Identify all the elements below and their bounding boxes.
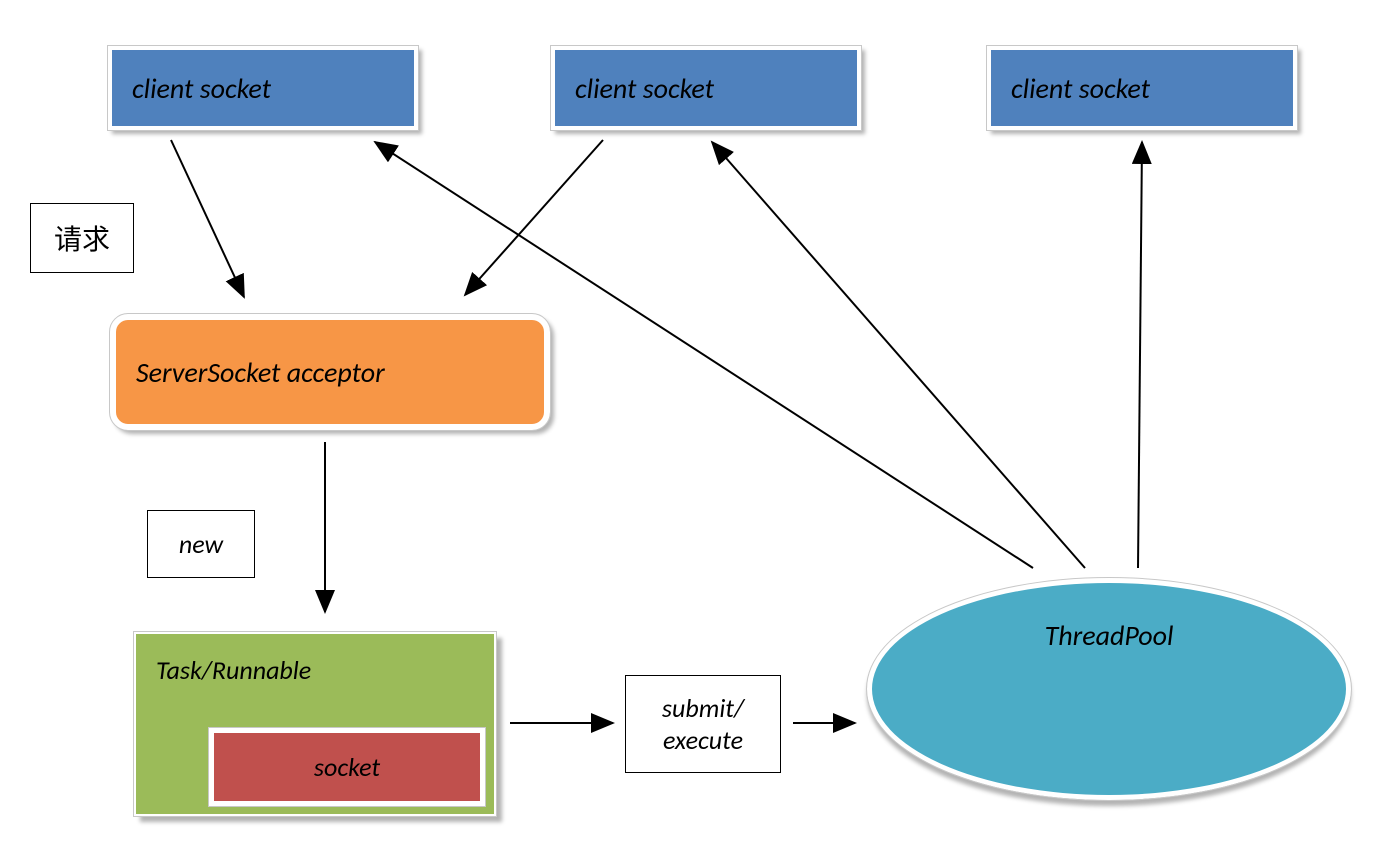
threadpool: ThreadPool xyxy=(867,578,1351,800)
threadpool-label: ThreadPool xyxy=(1045,618,1174,653)
server-acceptor-label: ServerSocket acceptor xyxy=(136,355,385,390)
socket-box: socket xyxy=(209,728,485,806)
client-socket-2: client socket xyxy=(551,46,861,130)
client-socket-3: client socket xyxy=(987,46,1297,130)
client-socket-1: client socket xyxy=(108,46,418,130)
socket-label: socket xyxy=(314,751,380,783)
client-socket-1-label: client socket xyxy=(132,71,271,106)
new-label: new xyxy=(179,528,223,560)
request-label: 请求 xyxy=(54,218,110,258)
server-acceptor: ServerSocket acceptor xyxy=(110,314,550,430)
submit-label: submit/ execute xyxy=(662,692,744,756)
client-socket-2-label: client socket xyxy=(575,71,714,106)
client-socket-3-label: client socket xyxy=(1011,71,1150,106)
submit-label-box: submit/ execute xyxy=(625,675,781,773)
new-label-box: new xyxy=(147,510,255,578)
task-runnable-label: Task/Runnable xyxy=(156,654,311,686)
request-label-box: 请求 xyxy=(30,203,134,273)
